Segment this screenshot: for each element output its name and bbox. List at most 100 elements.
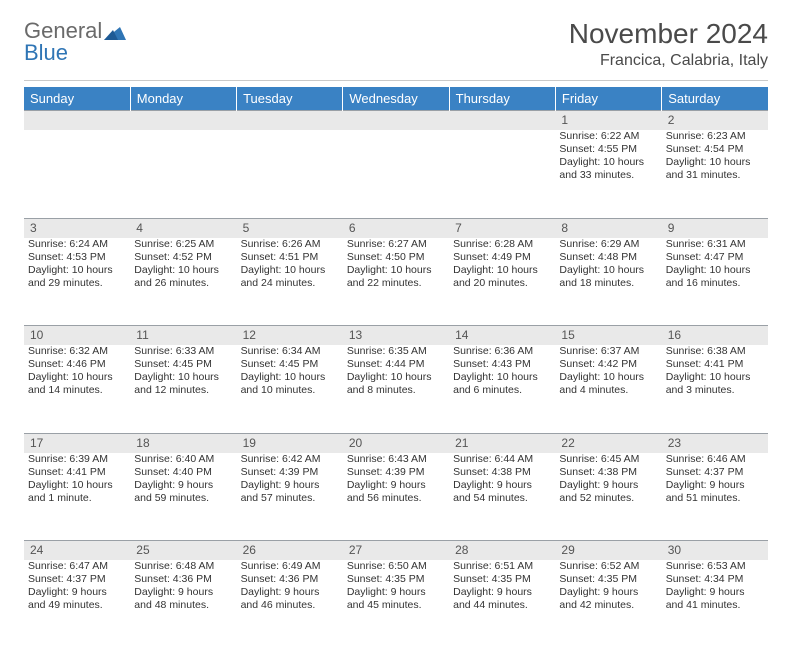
daylight-text: and 48 minutes.: [134, 599, 232, 612]
daylight-text: and 31 minutes.: [666, 169, 764, 182]
day-cell: Sunrise: 6:24 AMSunset: 4:53 PMDaylight:…: [24, 238, 130, 326]
sunset-text: Sunset: 4:45 PM: [241, 358, 339, 371]
day-cell: Sunrise: 6:46 AMSunset: 4:37 PMDaylight:…: [662, 453, 768, 541]
day-number: 3: [24, 218, 130, 238]
weekday-header: Monday: [130, 87, 236, 111]
day-cell: Sunrise: 6:32 AMSunset: 4:46 PMDaylight:…: [24, 345, 130, 433]
day-cell: Sunrise: 6:51 AMSunset: 4:35 PMDaylight:…: [449, 560, 555, 648]
brand-logo: General Blue: [24, 18, 126, 66]
day-number: 28: [449, 541, 555, 561]
day-number: 29: [555, 541, 661, 561]
sunrise-text: Sunrise: 6:47 AM: [28, 560, 126, 573]
sunset-text: Sunset: 4:49 PM: [453, 251, 551, 264]
daylight-text: Daylight: 10 hours: [347, 371, 445, 384]
sunset-text: Sunset: 4:47 PM: [666, 251, 764, 264]
day-number: [130, 111, 236, 131]
sunrise-text: Sunrise: 6:45 AM: [559, 453, 657, 466]
day-number: 22: [555, 433, 661, 453]
sunset-text: Sunset: 4:51 PM: [241, 251, 339, 264]
day-number: 17: [24, 433, 130, 453]
sunset-text: Sunset: 4:55 PM: [559, 143, 657, 156]
day-number: 26: [237, 541, 343, 561]
day-number: 15: [555, 326, 661, 346]
daylight-text: Daylight: 10 hours: [453, 264, 551, 277]
day-cell: Sunrise: 6:31 AMSunset: 4:47 PMDaylight:…: [662, 238, 768, 326]
sunset-text: Sunset: 4:53 PM: [28, 251, 126, 264]
day-cell: Sunrise: 6:29 AMSunset: 4:48 PMDaylight:…: [555, 238, 661, 326]
sunrise-text: Sunrise: 6:53 AM: [666, 560, 764, 573]
sunrise-text: Sunrise: 6:25 AM: [134, 238, 232, 251]
daylight-text: and 16 minutes.: [666, 277, 764, 290]
day-cell: Sunrise: 6:34 AMSunset: 4:45 PMDaylight:…: [237, 345, 343, 433]
day-cell: Sunrise: 6:39 AMSunset: 4:41 PMDaylight:…: [24, 453, 130, 541]
sunrise-text: Sunrise: 6:31 AM: [666, 238, 764, 251]
sunrise-text: Sunrise: 6:48 AM: [134, 560, 232, 573]
day-cell: Sunrise: 6:47 AMSunset: 4:37 PMDaylight:…: [24, 560, 130, 648]
day-cell: Sunrise: 6:45 AMSunset: 4:38 PMDaylight:…: [555, 453, 661, 541]
sunset-text: Sunset: 4:48 PM: [559, 251, 657, 264]
daylight-text: Daylight: 10 hours: [241, 371, 339, 384]
sunset-text: Sunset: 4:38 PM: [453, 466, 551, 479]
day-number: 27: [343, 541, 449, 561]
sunrise-text: Sunrise: 6:35 AM: [347, 345, 445, 358]
daylight-text: and 24 minutes.: [241, 277, 339, 290]
day-cell: Sunrise: 6:36 AMSunset: 4:43 PMDaylight:…: [449, 345, 555, 433]
day-cell: Sunrise: 6:38 AMSunset: 4:41 PMDaylight:…: [662, 345, 768, 433]
sunset-text: Sunset: 4:34 PM: [666, 573, 764, 586]
weekday-header: Tuesday: [237, 87, 343, 111]
sunrise-text: Sunrise: 6:40 AM: [134, 453, 232, 466]
daylight-text: and 22 minutes.: [347, 277, 445, 290]
day-cell: Sunrise: 6:49 AMSunset: 4:36 PMDaylight:…: [237, 560, 343, 648]
sunset-text: Sunset: 4:36 PM: [134, 573, 232, 586]
daylight-text: and 41 minutes.: [666, 599, 764, 612]
day-number: 14: [449, 326, 555, 346]
day-number: 4: [130, 218, 236, 238]
sunset-text: Sunset: 4:41 PM: [666, 358, 764, 371]
daylight-text: and 45 minutes.: [347, 599, 445, 612]
day-number: 30: [662, 541, 768, 561]
sunrise-text: Sunrise: 6:52 AM: [559, 560, 657, 573]
weekday-header: Saturday: [662, 87, 768, 111]
sunset-text: Sunset: 4:35 PM: [453, 573, 551, 586]
weekday-header: Friday: [555, 87, 661, 111]
header: General Blue November 2024 Francica, Cal…: [24, 18, 768, 70]
calendar-table: Sunday Monday Tuesday Wednesday Thursday…: [24, 87, 768, 648]
daylight-text: and 46 minutes.: [241, 599, 339, 612]
weekday-header: Thursday: [449, 87, 555, 111]
day-content-row: Sunrise: 6:22 AMSunset: 4:55 PMDaylight:…: [24, 130, 768, 218]
day-cell: Sunrise: 6:52 AMSunset: 4:35 PMDaylight:…: [555, 560, 661, 648]
sunrise-text: Sunrise: 6:36 AM: [453, 345, 551, 358]
daylight-text: Daylight: 10 hours: [28, 264, 126, 277]
daylight-text: Daylight: 9 hours: [241, 479, 339, 492]
logo-triangle-icon: [104, 20, 126, 45]
day-cell: Sunrise: 6:27 AMSunset: 4:50 PMDaylight:…: [343, 238, 449, 326]
day-number: 13: [343, 326, 449, 346]
day-cell: [237, 130, 343, 218]
day-number: 25: [130, 541, 236, 561]
daylight-text: Daylight: 10 hours: [134, 264, 232, 277]
day-cell: [449, 130, 555, 218]
sunrise-text: Sunrise: 6:38 AM: [666, 345, 764, 358]
daynum-row: 10111213141516: [24, 326, 768, 346]
day-number: 19: [237, 433, 343, 453]
sunset-text: Sunset: 4:45 PM: [134, 358, 232, 371]
sunrise-text: Sunrise: 6:46 AM: [666, 453, 764, 466]
sunrise-text: Sunrise: 6:34 AM: [241, 345, 339, 358]
weekday-header: Wednesday: [343, 87, 449, 111]
day-cell: Sunrise: 6:43 AMSunset: 4:39 PMDaylight:…: [343, 453, 449, 541]
daylight-text: Daylight: 10 hours: [28, 479, 126, 492]
sunrise-text: Sunrise: 6:39 AM: [28, 453, 126, 466]
day-number: 5: [237, 218, 343, 238]
sunset-text: Sunset: 4:54 PM: [666, 143, 764, 156]
daylight-text: Daylight: 9 hours: [453, 479, 551, 492]
sunrise-text: Sunrise: 6:51 AM: [453, 560, 551, 573]
daylight-text: Daylight: 9 hours: [559, 586, 657, 599]
day-number: [343, 111, 449, 131]
sunset-text: Sunset: 4:41 PM: [28, 466, 126, 479]
daynum-row: 3456789: [24, 218, 768, 238]
daylight-text: and 56 minutes.: [347, 492, 445, 505]
sunrise-text: Sunrise: 6:43 AM: [347, 453, 445, 466]
sunset-text: Sunset: 4:38 PM: [559, 466, 657, 479]
divider: [24, 80, 768, 81]
daylight-text: Daylight: 10 hours: [241, 264, 339, 277]
